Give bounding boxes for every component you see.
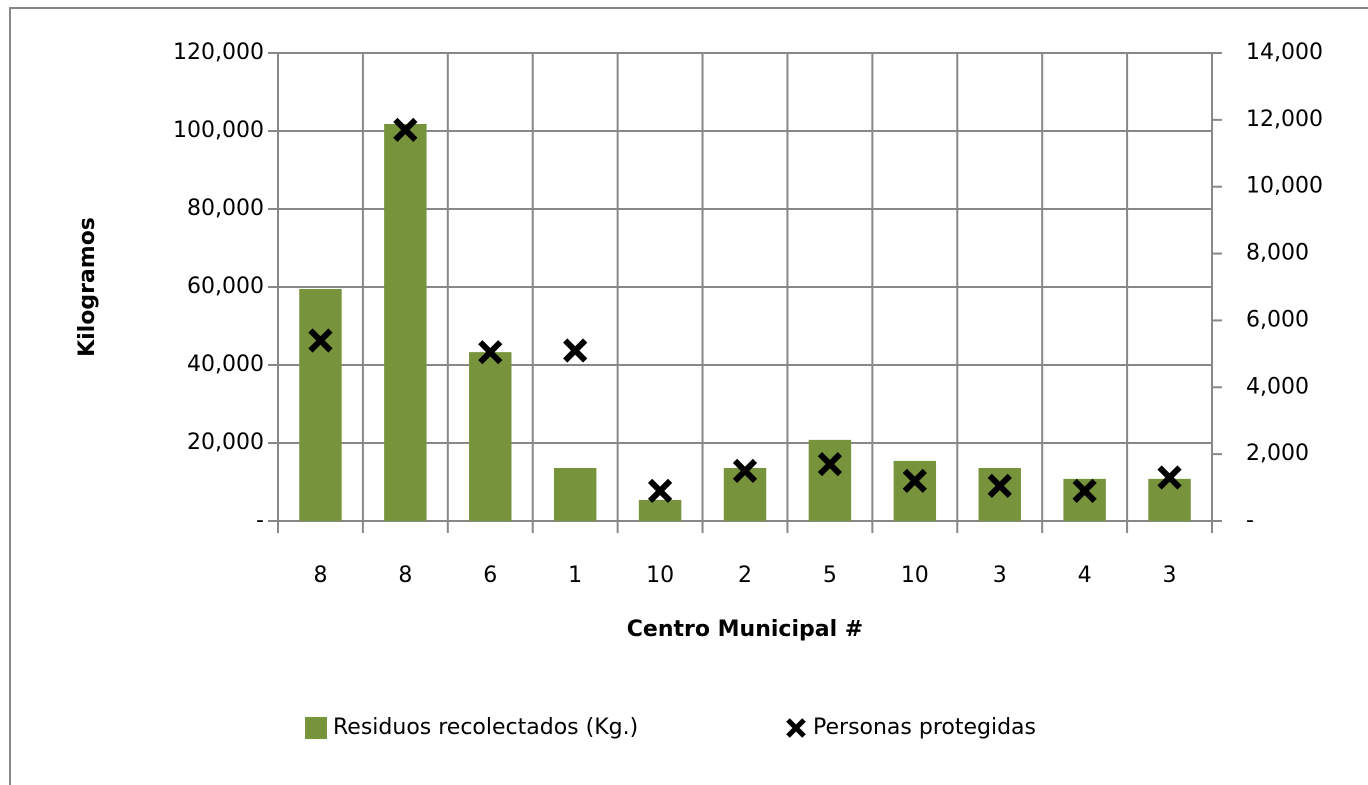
bar <box>723 467 767 521</box>
y-axis-title: Kilogramos <box>75 217 100 357</box>
marker <box>647 478 673 504</box>
y-tick-label: - <box>256 508 264 533</box>
marker <box>393 117 418 143</box>
bar <box>553 467 597 521</box>
x-tick-label: 3 <box>1163 563 1177 588</box>
x-tick-label: 3 <box>993 563 1007 588</box>
marker <box>817 452 843 477</box>
y2-tick-label: 14,000 <box>1246 40 1323 65</box>
marker <box>308 328 333 353</box>
x-tick-label: 6 <box>483 563 497 588</box>
x-tick-label: 4 <box>1078 563 1092 588</box>
bar <box>893 460 937 521</box>
y2-tick-label: 10,000 <box>1246 174 1323 199</box>
marker <box>1157 465 1182 490</box>
legend-swatch <box>305 717 327 739</box>
y2-tick-label: - <box>1246 508 1254 533</box>
x-axis-title: Centro Municipal # <box>627 617 863 642</box>
x-tick-label: 5 <box>823 563 837 588</box>
marker <box>478 340 503 365</box>
marker <box>987 473 1012 499</box>
y-tick-label: 60,000 <box>187 274 264 299</box>
bar <box>1063 478 1106 521</box>
y-tick-label: 120,000 <box>173 40 264 65</box>
y2-tick-label: 8,000 <box>1246 241 1309 266</box>
bar <box>384 123 427 521</box>
x-tick-label: 2 <box>738 563 752 588</box>
y2-tick-label: 2,000 <box>1246 441 1309 466</box>
x-tick-label: 10 <box>646 563 674 588</box>
bar <box>638 499 682 521</box>
legend-swatch <box>786 718 806 738</box>
marker <box>732 458 758 483</box>
x-tick-label: 1 <box>568 563 582 588</box>
y2-tick-label: 6,000 <box>1246 307 1309 332</box>
marker <box>1072 478 1097 504</box>
y2-tick-label: 4,000 <box>1246 374 1309 399</box>
x-tick-label: 8 <box>313 563 327 588</box>
y2-tick-label: 12,000 <box>1246 107 1323 132</box>
x-tick-label: 10 <box>901 563 929 588</box>
bar <box>978 467 1021 521</box>
bar <box>299 288 342 521</box>
bar <box>1148 478 1191 521</box>
bar <box>808 439 852 521</box>
x-tick-label: 8 <box>398 563 412 588</box>
bar <box>469 352 512 521</box>
y-tick-label: 80,000 <box>187 196 264 221</box>
y-tick-label: 100,000 <box>173 118 264 143</box>
marker <box>563 338 588 363</box>
chart-border <box>9 7 1368 785</box>
legend-label: Residuos recolectados (Kg.) <box>333 715 638 740</box>
marker <box>902 468 927 494</box>
legend-label: Personas protegidas <box>813 715 1036 740</box>
y-tick-label: 20,000 <box>187 430 264 455</box>
y-tick-label: 40,000 <box>187 352 264 377</box>
